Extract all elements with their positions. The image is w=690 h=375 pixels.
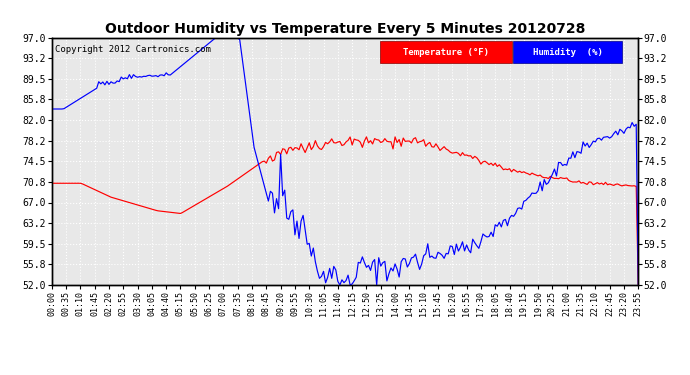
Title: Outdoor Humidity vs Temperature Every 5 Minutes 20120728: Outdoor Humidity vs Temperature Every 5 … [105,22,585,36]
Bar [513,41,622,63]
Bar [380,41,512,63]
Text: Temperature (°F): Temperature (°F) [403,48,489,57]
Text: Humidity  (%): Humidity (%) [533,48,602,57]
Text: Copyright 2012 Cartronics.com: Copyright 2012 Cartronics.com [55,45,210,54]
